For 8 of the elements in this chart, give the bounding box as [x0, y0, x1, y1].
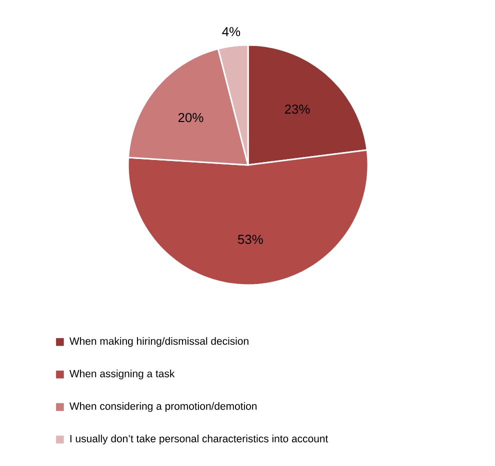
legend-label: I usually don’t take personal characteristics into account [70, 434, 328, 444]
legend-label: When assigning a task [69, 370, 175, 380]
legend-label: When making hiring/dismissal decision [69, 337, 248, 347]
legend-label: When considering a promotion/demotion [69, 402, 257, 412]
data-label: 53% [238, 234, 263, 244]
data-label: 20% [178, 112, 204, 122]
data-label: 23% [284, 104, 310, 114]
data-label: 4% [222, 27, 240, 36]
